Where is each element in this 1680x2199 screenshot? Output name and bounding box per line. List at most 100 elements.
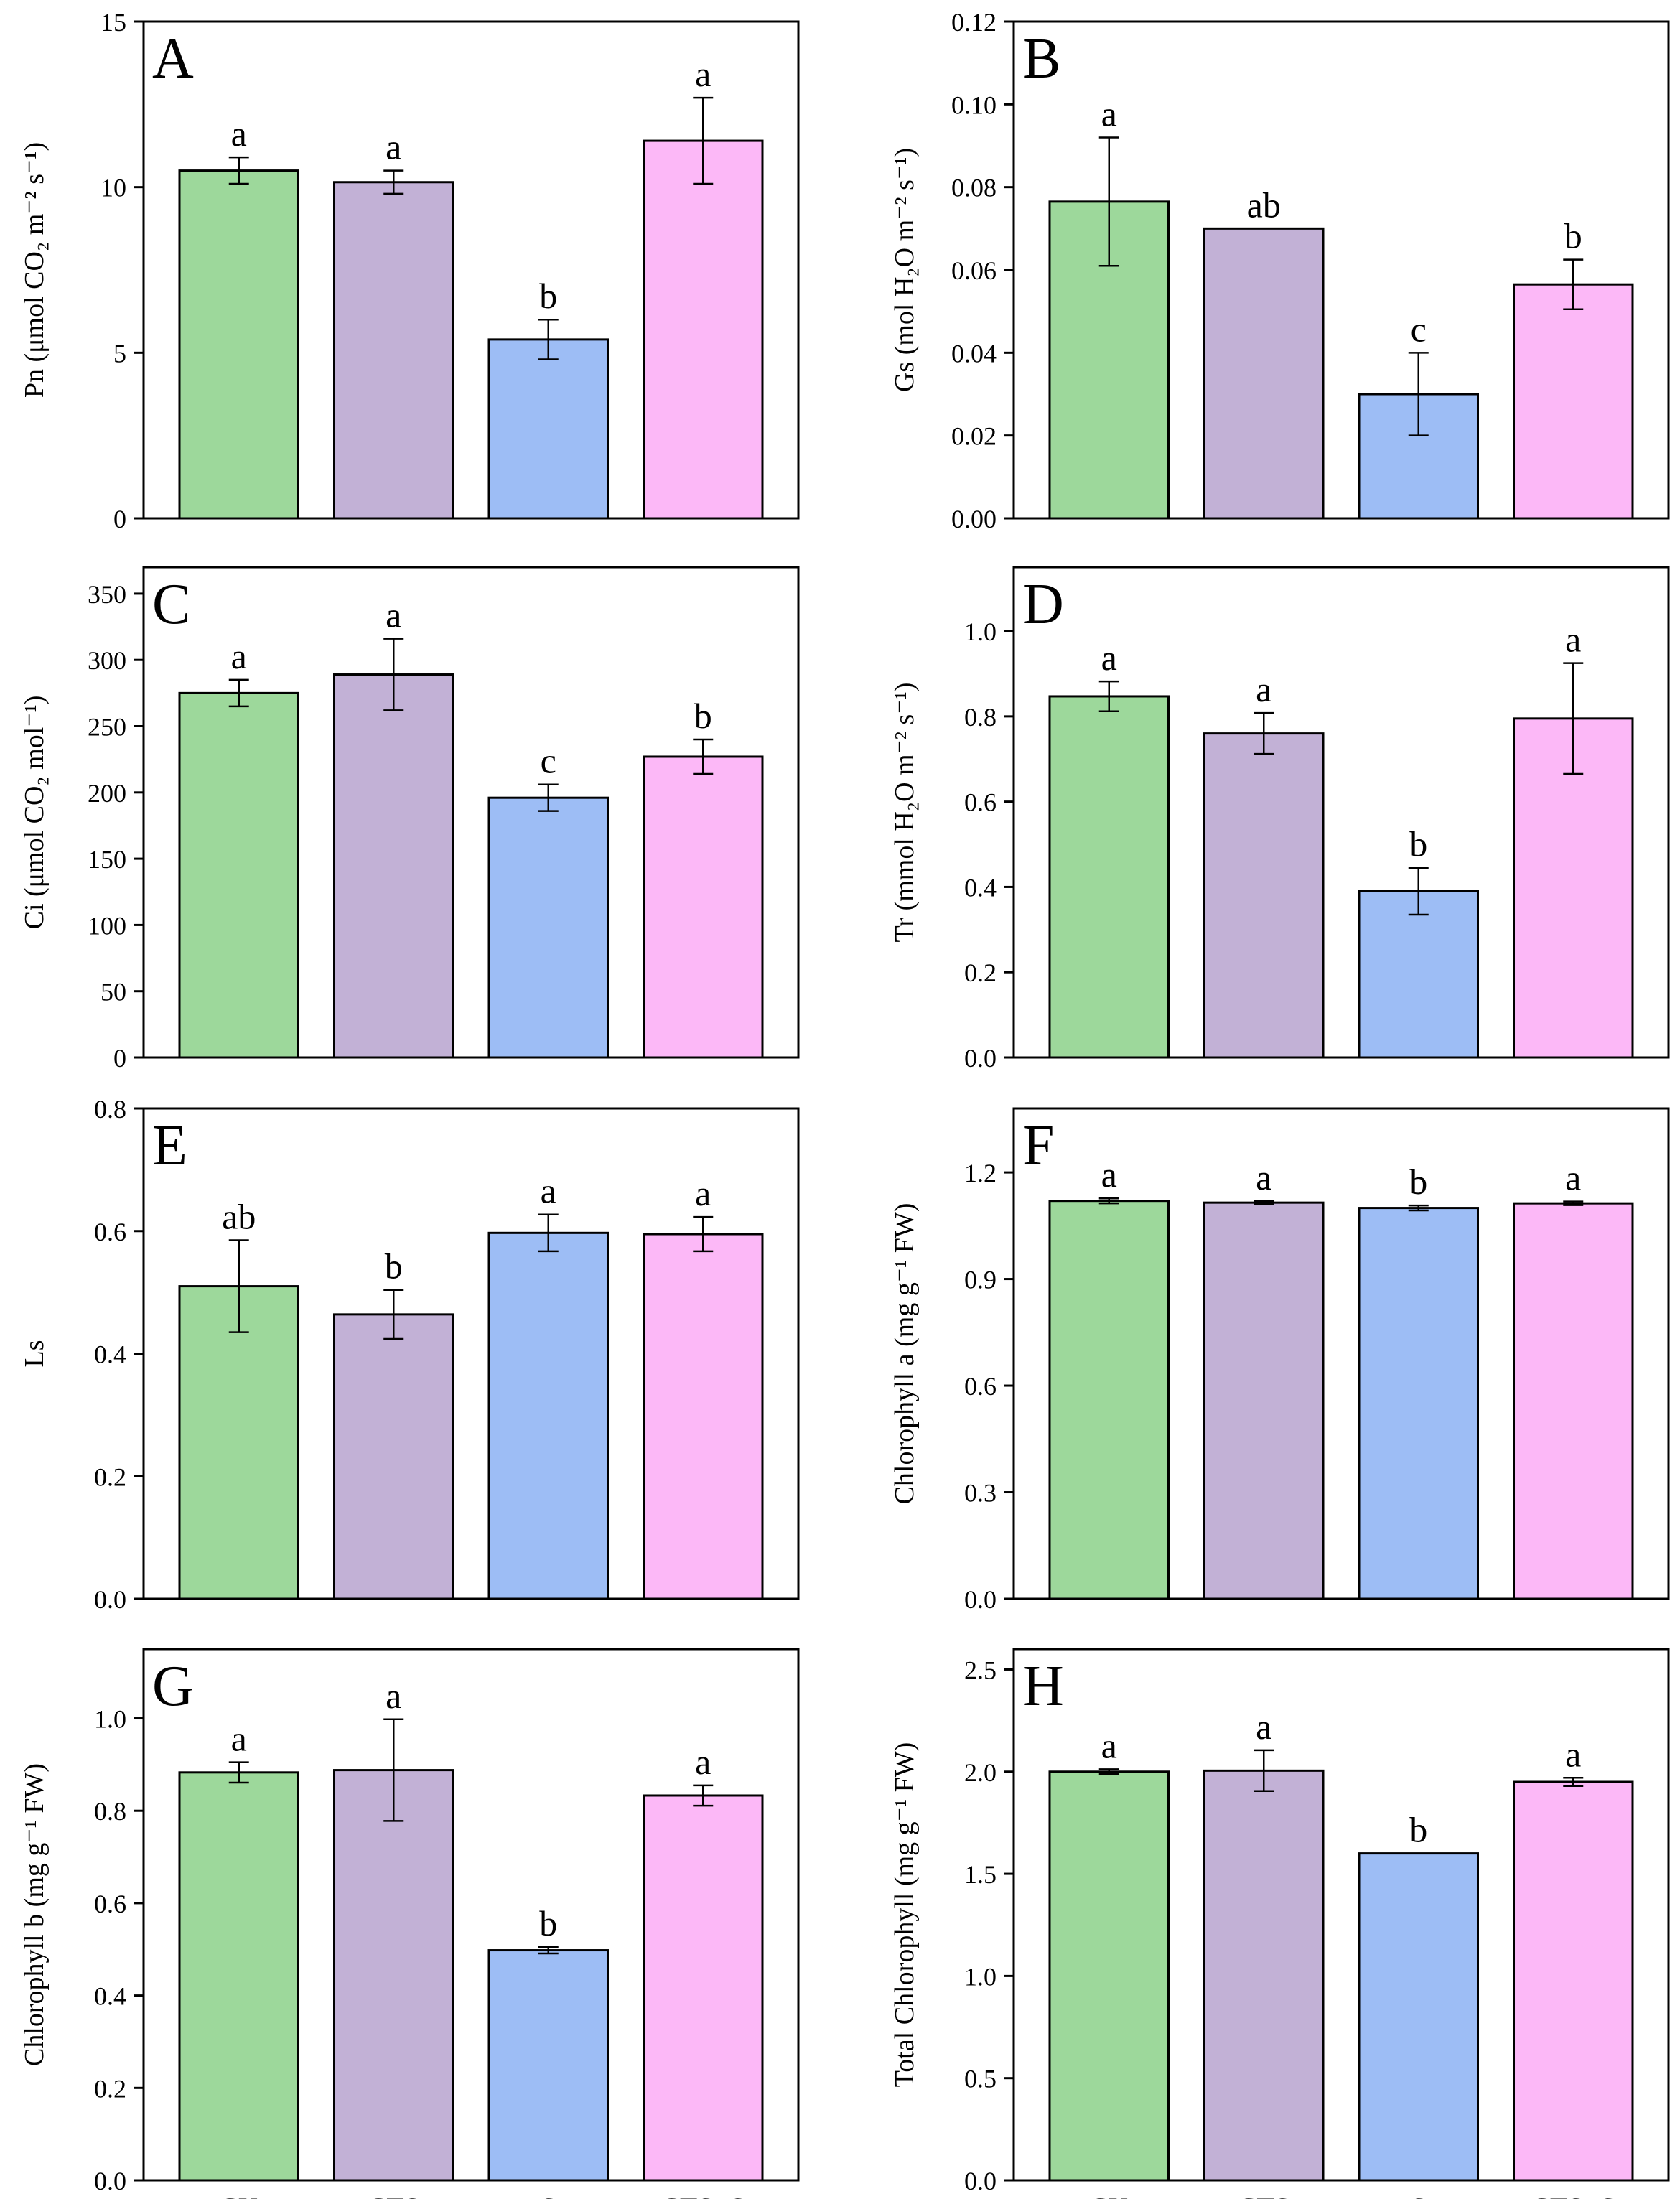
y-tick-label-c-5: 250 xyxy=(88,713,126,742)
significance-letter-g-2: b xyxy=(539,1903,557,1943)
bar-f-0 xyxy=(1048,1200,1170,1600)
x-tick-label-g-2: S xyxy=(541,2192,556,2199)
panel-letter-f: F xyxy=(1022,1114,1055,1177)
y-tick-label-e-4: 0.8 xyxy=(94,1095,126,1124)
bar-a-3 xyxy=(643,139,764,520)
y-tick-label-f-3: 0.9 xyxy=(964,1266,997,1294)
bar-c-2 xyxy=(487,796,609,1059)
bar-a-2 xyxy=(487,338,609,520)
panel-f: a a b a 0.0 0.3 0.6 0.9 1.2 Chlorophyll a (mg g⁻¹… xyxy=(890,1107,1670,1614)
y-tick-label-g-3: 0.6 xyxy=(94,1890,126,1918)
bar-g-1 xyxy=(333,1769,454,2182)
y-tick-label-e-0: 0.0 xyxy=(94,1585,126,1614)
y-tick-label-g-0: 0.0 xyxy=(94,2167,126,2195)
significance-letter-h-2: b xyxy=(1409,1810,1427,1850)
y-tick-label-c-0: 0 xyxy=(113,1044,126,1073)
y-tick-label-h-5: 2.5 xyxy=(964,1656,997,1684)
y-tick-label-f-0: 0.0 xyxy=(964,1585,997,1614)
y-tick-label-h-1: 0.5 xyxy=(964,2065,997,2093)
significance-letter-d-1: a xyxy=(1256,669,1271,709)
bar-c-3 xyxy=(643,755,764,1059)
bar-f-3 xyxy=(1513,1202,1634,1600)
plot-frame-c xyxy=(142,566,800,1059)
bar-a-1 xyxy=(333,181,454,520)
significance-letter-d-3: a xyxy=(1565,620,1581,660)
y-tick-label-e-3: 0.6 xyxy=(94,1218,126,1246)
significance-letter-c-2: c xyxy=(541,741,556,781)
y-tick-label-b-3: 0.06 xyxy=(951,256,997,285)
panel-letter-g: G xyxy=(152,1655,194,1718)
bar-b-3 xyxy=(1513,283,1634,520)
y-tick-label-d-3: 0.6 xyxy=(964,788,997,817)
significance-letter-b-0: a xyxy=(1101,93,1117,134)
plot-frame-a xyxy=(142,20,800,520)
x-tick-label-h-3: CTS+S xyxy=(1531,2192,1615,2199)
x-tick-label-g-1: CTS xyxy=(368,2192,420,2199)
significance-letter-f-2: b xyxy=(1409,1162,1427,1202)
bar-e-2 xyxy=(487,1231,609,1600)
bar-a-0 xyxy=(178,169,299,520)
y-axis-label-h: Total Chlorophyll (mg g⁻¹ FW) xyxy=(890,1742,920,2088)
y-tick-label-d-0: 0.0 xyxy=(964,1044,997,1073)
y-tick-label-f-4: 1.2 xyxy=(964,1159,997,1187)
bar-g-3 xyxy=(643,1794,764,2182)
bar-h-2 xyxy=(1358,1852,1479,2182)
bar-e-0 xyxy=(178,1285,299,1600)
bar-f-2 xyxy=(1358,1207,1479,1600)
x-tick-label-g-0: CK xyxy=(219,2192,259,2199)
y-tick-label-a-3: 15 xyxy=(101,8,126,37)
significance-letter-a-0: a xyxy=(231,113,247,154)
y-tick-label-b-4: 0.08 xyxy=(951,174,997,202)
bar-d-3 xyxy=(1513,717,1634,1059)
significance-letter-e-0: ab xyxy=(222,1197,256,1237)
significance-letter-e-1: b xyxy=(385,1246,403,1287)
bar-g-2 xyxy=(487,1949,609,2182)
panel-g: a a b a 0.0 0.2 0.4 0.6 0.8 1.0 Chlorophyll b (mg … xyxy=(19,1648,800,2199)
y-tick-label-c-3: 150 xyxy=(88,845,126,874)
y-tick-label-e-2: 0.4 xyxy=(94,1340,126,1369)
y-tick-label-h-2: 1.0 xyxy=(964,1962,997,1991)
significance-letter-h-1: a xyxy=(1256,1707,1271,1747)
bar-d-2 xyxy=(1358,890,1479,1059)
bar-b-1 xyxy=(1203,227,1325,520)
y-tick-label-b-1: 0.02 xyxy=(951,422,997,451)
y-axis-label-f: Chlorophyll a (mg g⁻¹ FW) xyxy=(890,1203,920,1505)
panel-letter-d: D xyxy=(1022,573,1064,636)
y-tick-label-b-0: 0.00 xyxy=(951,505,997,533)
y-tick-label-a-2: 10 xyxy=(101,174,126,202)
y-axis-label-b: Gs (mol H₂O m⁻² s⁻¹) xyxy=(890,148,920,392)
y-axis-label-a: Pn (μmol CO₂ m⁻² s⁻¹) xyxy=(19,142,50,398)
bar-d-0 xyxy=(1048,695,1170,1059)
plot-frame-g xyxy=(142,1648,800,2182)
y-tick-label-g-1: 0.2 xyxy=(94,2074,126,2103)
bar-f-1 xyxy=(1203,1201,1325,1600)
y-tick-label-f-1: 0.3 xyxy=(964,1479,997,1508)
bar-g-0 xyxy=(178,1771,299,2182)
significance-letter-d-0: a xyxy=(1101,638,1117,678)
significance-letter-b-1: ab xyxy=(1247,185,1281,225)
y-tick-label-d-2: 0.4 xyxy=(964,873,997,902)
y-tick-label-g-2: 0.4 xyxy=(94,1982,126,2011)
plot-frame-f xyxy=(1012,1107,1670,1600)
significance-letter-a-3: a xyxy=(695,54,711,94)
x-tick-label-h-2: S xyxy=(1411,2192,1427,2199)
significance-letter-f-1: a xyxy=(1256,1157,1271,1197)
significance-letter-g-3: a xyxy=(695,1742,711,1782)
y-tick-label-c-1: 50 xyxy=(101,978,126,1007)
panel-c: a a c b 0 50 100 150 200 250 300 350 Ci (μmol CO₂ mo… xyxy=(19,566,800,1073)
significance-letter-f-0: a xyxy=(1101,1154,1117,1195)
significance-letter-h-0: a xyxy=(1101,1725,1117,1765)
panel-letter-e: E xyxy=(152,1114,187,1177)
bar-e-3 xyxy=(643,1233,764,1600)
y-tick-label-b-2: 0.04 xyxy=(951,339,997,368)
y-tick-label-a-0: 0 xyxy=(113,505,126,533)
y-tick-label-d-1: 0.2 xyxy=(964,958,997,987)
panel-h: a a b a 0.0 0.5 1.0 1.5 2.0 2.5 Total Chlorophyll … xyxy=(890,1648,1670,2199)
significance-letter-b-2: c xyxy=(1411,309,1427,349)
y-tick-label-d-4: 0.8 xyxy=(964,703,997,732)
y-tick-label-a-1: 5 xyxy=(113,339,126,368)
x-tick-label-h-0: CK xyxy=(1089,2192,1129,2199)
significance-letter-d-2: b xyxy=(1409,824,1427,864)
y-axis-label-d: Tr (mmol H₂O m⁻² s⁻¹) xyxy=(890,683,920,943)
